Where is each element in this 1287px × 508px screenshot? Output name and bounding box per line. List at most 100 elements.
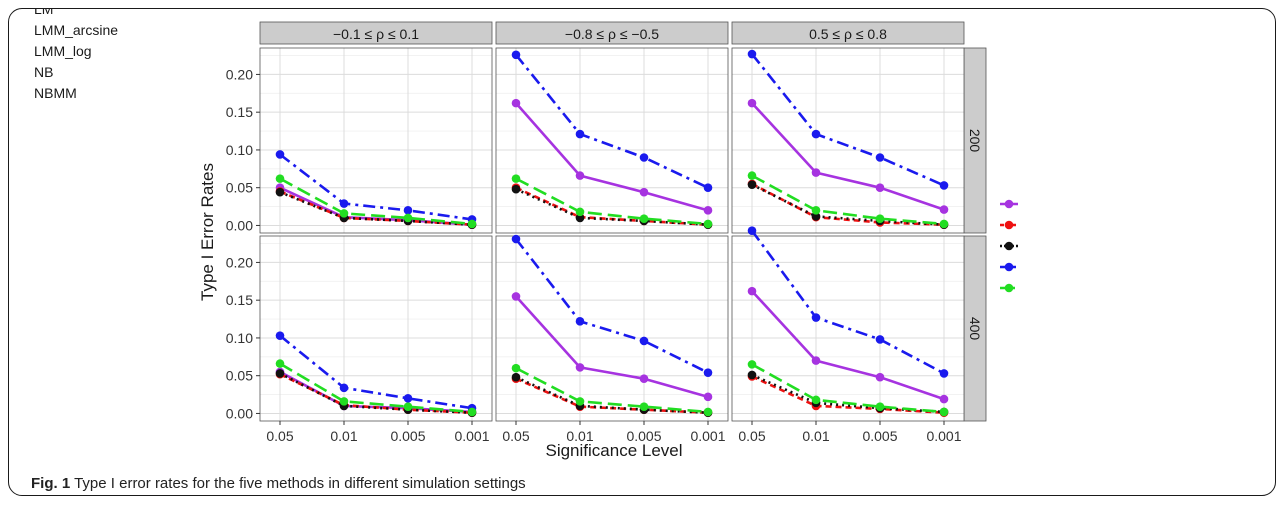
series-line-nbmm <box>279 177 473 226</box>
data-point <box>703 407 713 417</box>
series-line-nbmm <box>751 363 945 414</box>
panel-background <box>260 236 492 421</box>
data-point <box>639 187 649 197</box>
data-point <box>939 181 949 190</box>
legend-key-point <box>1004 241 1014 251</box>
series-line-lmm-log <box>515 376 709 414</box>
data-point <box>747 49 757 59</box>
data-point <box>875 153 885 162</box>
data-point <box>511 50 521 60</box>
x-tick-label: 0.05 <box>502 428 529 444</box>
data-point <box>875 183 885 192</box>
data-point <box>575 397 585 406</box>
data-point <box>939 205 949 214</box>
data-point <box>275 369 285 378</box>
x-tick-label: 0.001 <box>926 428 961 444</box>
data-point <box>747 226 757 236</box>
panel-background <box>496 236 728 421</box>
series-line-nbmm <box>515 366 709 414</box>
series-line-nb <box>279 334 473 410</box>
series-line-lmm-arcsine <box>751 375 945 414</box>
data-point <box>639 153 649 162</box>
data-point <box>403 206 413 215</box>
data-point <box>811 356 821 365</box>
data-point <box>339 209 349 218</box>
data-point <box>339 383 349 393</box>
data-point <box>703 368 713 377</box>
data-point <box>575 129 585 139</box>
legend-label: NB <box>34 64 53 80</box>
data-point <box>875 335 885 344</box>
y-tick-label: 0.10 <box>226 330 253 346</box>
data-point <box>511 98 521 108</box>
data-point <box>747 360 757 369</box>
data-point <box>467 219 477 229</box>
data-point <box>511 363 521 373</box>
series-line-nbmm <box>279 362 473 414</box>
series-line-nbmm <box>515 177 709 226</box>
y-tick-label: 0.20 <box>226 254 253 270</box>
data-point <box>639 402 649 411</box>
series-line-lmm-arcsine <box>279 190 473 226</box>
data-point <box>639 336 649 346</box>
data-point <box>747 370 757 380</box>
data-point <box>575 363 585 372</box>
data-point <box>575 213 585 223</box>
data-point <box>747 286 757 296</box>
legend-key-point <box>1004 262 1014 272</box>
data-point <box>875 372 885 382</box>
x-tick-label: 0.01 <box>802 428 829 444</box>
data-point <box>275 150 285 159</box>
panel-border <box>731 235 965 422</box>
x-tick-label: 0.001 <box>454 428 489 444</box>
x-tick-label: 0.005 <box>390 428 425 444</box>
y-tick-label: 0.15 <box>226 104 253 120</box>
legend-label: LM <box>34 9 53 17</box>
panel-border <box>495 235 729 422</box>
x-tick-label: 0.05 <box>266 428 293 444</box>
panel-row1-col1 <box>259 47 493 234</box>
panel-row2-col3 <box>731 226 965 422</box>
data-point <box>511 372 521 382</box>
data-point <box>939 369 949 378</box>
data-point <box>939 407 949 417</box>
x-tick-label: 0.01 <box>566 428 593 444</box>
faceted-line-chart: −0.1 ≤ ρ ≤ 0.1 −0.8 ≤ ρ ≤ −0.5 0.5 ≤ ρ ≤ 0… <box>34 9 1018 460</box>
data-point <box>339 397 349 406</box>
facet-strip-3 <box>731 21 965 45</box>
data-point <box>511 184 521 194</box>
panel-row1-col2 <box>495 47 729 234</box>
data-point <box>403 213 413 223</box>
y-tick-label: 0.05 <box>226 180 253 196</box>
data-point <box>275 174 285 183</box>
figure-frame: −0.1 ≤ ρ ≤ 0.1 −0.8 ≤ ρ ≤ −0.5 0.5 ≤ ρ ≤ 0… <box>8 8 1276 496</box>
x-axis-title: Significance Level <box>545 441 682 460</box>
data-point <box>875 402 885 411</box>
series-line-lm <box>751 102 945 211</box>
data-point <box>939 394 949 404</box>
data-point <box>703 392 713 402</box>
data-point <box>703 206 713 215</box>
legend-label: LMM_arcsine <box>34 22 118 38</box>
facet-strip-label: −0.1 ≤ ρ ≤ 0.1 <box>333 26 419 42</box>
x-tick-label: 0.005 <box>626 428 661 444</box>
series-line-lmm-log <box>751 183 945 226</box>
series-line-nbmm <box>751 174 945 226</box>
data-point <box>511 174 521 183</box>
panel-row2-col2 <box>495 234 729 422</box>
legend-label: LMM_log <box>34 43 92 59</box>
data-point <box>575 317 585 326</box>
panel-border <box>731 47 965 234</box>
y-tick-label: 0.00 <box>226 405 253 421</box>
data-point <box>875 214 885 223</box>
x-tick-label: 0.05 <box>738 428 765 444</box>
panel-border <box>495 47 729 234</box>
data-point <box>747 180 757 189</box>
facet-row-label: 200 <box>967 129 983 153</box>
data-point <box>339 199 349 208</box>
data-point <box>275 187 285 197</box>
data-point <box>939 219 949 229</box>
panel-row2-col1 <box>259 235 493 422</box>
legend-key-point <box>1004 199 1014 209</box>
y-tick-label: 0.05 <box>226 368 253 384</box>
